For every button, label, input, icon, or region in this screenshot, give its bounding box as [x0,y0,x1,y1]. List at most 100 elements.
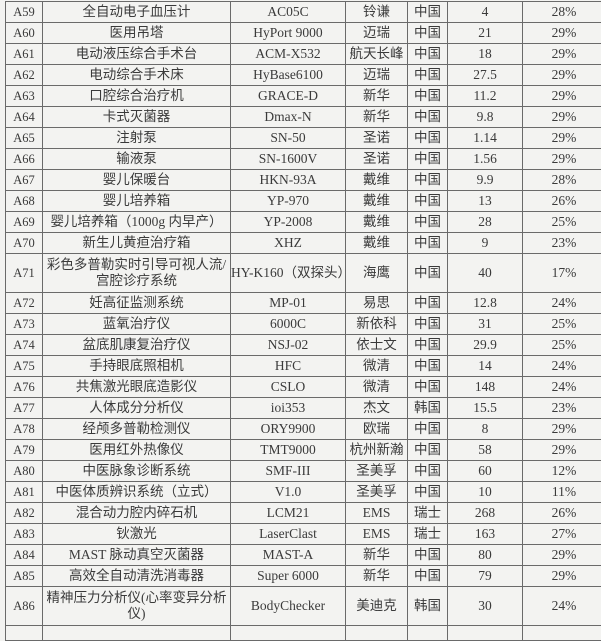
cell-brand: 戴维 [346,212,408,233]
cell-model: ACM-X532 [231,44,346,65]
cell-brand: 圣美孚 [346,482,408,503]
table-row-partial [6,626,601,641]
cell-country: 中国 [408,545,448,566]
cell-name: 卡式灭菌器 [43,107,231,128]
cell-name: 婴儿培养箱（1000g 内早产） [43,212,231,233]
cell-rate: 29% [523,86,601,107]
cell-name: 蓝氧治疗仪 [43,314,231,335]
cell-rate [523,626,601,641]
cell-price: 8 [448,419,523,440]
cell-price: 21 [448,23,523,44]
cell-model: YP-970 [231,191,346,212]
cell-model: HyPort 9000 [231,23,346,44]
cell-country: 中国 [408,233,448,254]
cell-rate: 28% [523,2,601,23]
cell-id: A66 [6,149,43,170]
cell-country: 中国 [408,23,448,44]
cell-name: 输液泵 [43,149,231,170]
cell-rate: 29% [523,440,601,461]
cell-country: 瑞士 [408,524,448,545]
cell-price: 30 [448,587,523,626]
cell-rate: 29% [523,44,601,65]
cell-brand: 美迪克 [346,587,408,626]
cell-model [231,626,346,641]
cell-id: A59 [6,2,43,23]
cell-name: 新生儿黄疸治疗箱 [43,233,231,254]
cell-rate: 25% [523,335,601,356]
cell-name: 钬激光 [43,524,231,545]
cell-country: 中国 [408,566,448,587]
cell-model: V1.0 [231,482,346,503]
cell-price: 163 [448,524,523,545]
cell-model: LCM21 [231,503,346,524]
cell-id: A74 [6,335,43,356]
cell-name [43,626,231,641]
cell-id: A86 [6,587,43,626]
cell-name: 口腔综合治疗机 [43,86,231,107]
cell-brand: 易思 [346,293,408,314]
cell-country: 中国 [408,65,448,86]
cell-name: 彩色多普勒实时引导可视人流/宫腔诊疗系统 [43,254,231,293]
cell-country: 瑞士 [408,503,448,524]
cell-price: 11.2 [448,86,523,107]
cell-price: 13 [448,191,523,212]
cell-id: A79 [6,440,43,461]
cell-country: 中国 [408,212,448,233]
cell-price: 60 [448,461,523,482]
cell-id: A70 [6,233,43,254]
cell-model: ORY9900 [231,419,346,440]
cell-price: 29.9 [448,335,523,356]
cell-brand: 新依科 [346,314,408,335]
cell-name: 中医脉象诊断系统 [43,461,231,482]
cell-name: 全自动电子血压计 [43,2,231,23]
cell-name: 盆底肌康复治疗仪 [43,335,231,356]
cell-rate: 11% [523,482,601,503]
cell-rate: 26% [523,503,601,524]
cell-price: 148 [448,377,523,398]
cell-price: 31 [448,314,523,335]
cell-id: A83 [6,524,43,545]
cell-brand: 杭州新瀚 [346,440,408,461]
cell-name: 共焦激光眼底造影仪 [43,377,231,398]
cell-country: 中国 [408,44,448,65]
cell-price: 1.14 [448,128,523,149]
cell-name: MAST 脉动真空灭菌器 [43,545,231,566]
cell-model: XHZ [231,233,346,254]
cell-country: 中国 [408,170,448,191]
cell-price: 10 [448,482,523,503]
cell-rate: 24% [523,356,601,377]
cell-model: CSLO [231,377,346,398]
cell-price: 40 [448,254,523,293]
cell-id: A67 [6,170,43,191]
cell-name: 经颅多普勒检测仪 [43,419,231,440]
cell-country: 中国 [408,107,448,128]
cell-id: A73 [6,314,43,335]
cell-rate: 24% [523,293,601,314]
cell-rate: 23% [523,398,601,419]
cell-country: 中国 [408,149,448,170]
cell-country: 中国 [408,293,448,314]
cell-country: 中国 [408,335,448,356]
cell-brand: 新华 [346,545,408,566]
cell-rate: 27% [523,524,601,545]
cell-rate: 12% [523,461,601,482]
cell-rate: 24% [523,587,601,626]
cell-brand: 新华 [346,86,408,107]
cell-model: Super 6000 [231,566,346,587]
cell-model: BodyChecker [231,587,346,626]
cell-brand: 圣诺 [346,149,408,170]
cell-model: SN-1600V [231,149,346,170]
cell-brand: 海鹰 [346,254,408,293]
cell-rate: 26% [523,191,601,212]
cell-id: A82 [6,503,43,524]
